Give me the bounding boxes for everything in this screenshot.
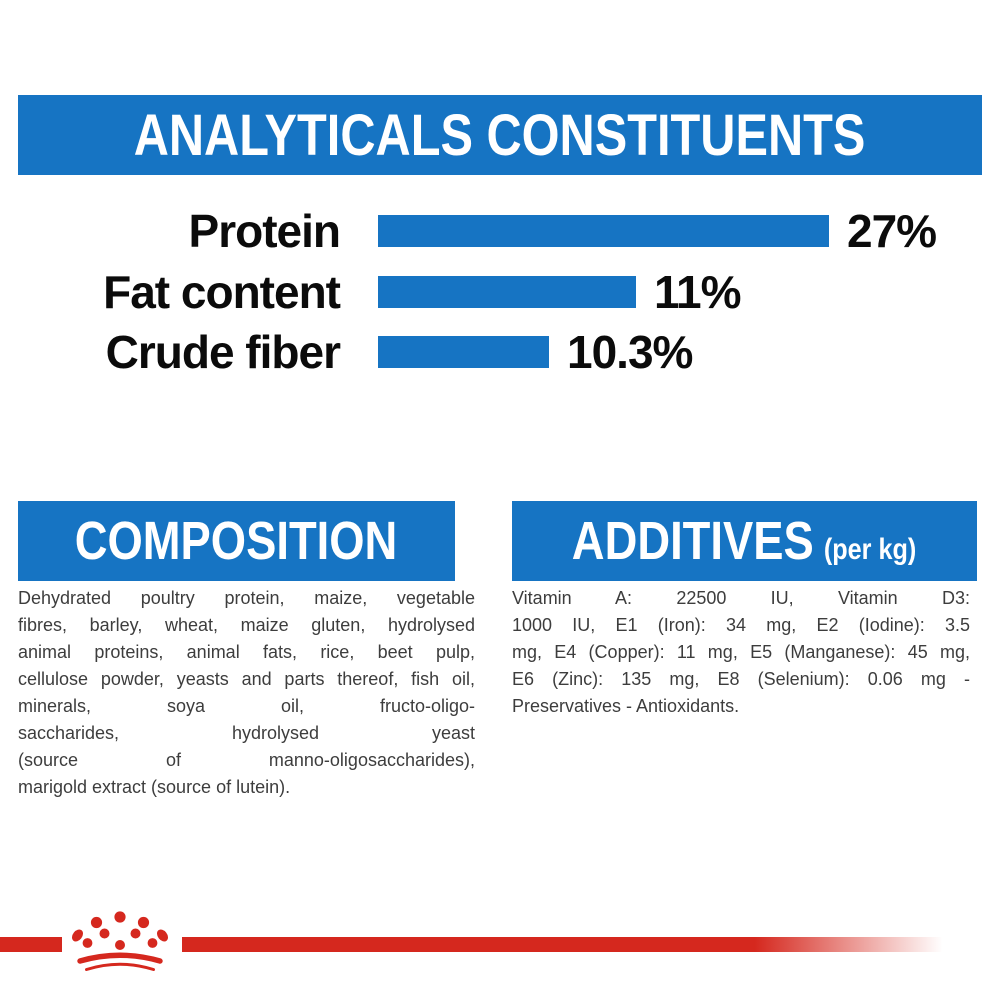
chart-bar xyxy=(378,336,549,368)
additives-text-line: Preservatives - Antioxidants. xyxy=(512,696,740,716)
royal-canin-crown-icon xyxy=(72,911,168,971)
composition-header: COMPOSITION xyxy=(18,501,455,581)
chart-bar xyxy=(378,276,636,308)
composition-text-line: animal proteins, animal fats, rice, beet… xyxy=(18,642,475,662)
composition-text-line: cellulose powder, yeasts and parts there… xyxy=(18,669,475,689)
additives-text-line: 1000 IU, E1 (Iron): 34 mg, E2 (Iodine): … xyxy=(512,615,970,635)
chart-category-label: Fat content xyxy=(103,266,341,318)
composition-text-line: marigold extract (source of lutein). xyxy=(18,777,291,797)
additives-text-line: Vitamin A: 22500 IU, Vitamin D3: xyxy=(512,588,970,608)
footer-red-band-right xyxy=(182,937,1000,952)
chart-value-label: 27% xyxy=(847,205,937,257)
composition-text: Dehydrated poultry protein, maize, veget… xyxy=(18,585,475,801)
additives-title-suffix: (per kg) xyxy=(824,533,917,566)
analyticals-constituents-title: ANALYTICALS CONSTITUENTS xyxy=(134,102,866,168)
chart-bar xyxy=(378,215,829,247)
analyticals-constituents-header: ANALYTICALS CONSTITUENTS xyxy=(18,95,982,175)
composition-text-line: (source of manno-oligosaccharides), xyxy=(18,750,475,770)
additives-title: ADDITIVES xyxy=(572,511,815,571)
additives-text-line: E6 (Zinc): 135 mg, E8 (Selenium): 0.06 m… xyxy=(512,669,970,689)
chart-row: Crude fiber 10.3% xyxy=(0,329,1000,375)
composition-text-line: Dehydrated poultry protein, maize, veget… xyxy=(18,588,475,608)
chart-value-label: 11% xyxy=(654,266,742,318)
composition-text-line: minerals, soya oil, fructo-oligo- xyxy=(18,696,475,716)
additives-header: ADDITIVES (per kg) xyxy=(512,501,977,581)
chart-row: Fat content 11% xyxy=(0,269,1000,315)
chart-category-label: Crude fiber xyxy=(105,326,341,378)
composition-text-line: fibres, barley, wheat, maize gluten, hyd… xyxy=(18,615,475,635)
chart-row: Protein 27% xyxy=(0,208,1000,254)
additives-text-line: mg, E4 (Copper): 11 mg, E5 (Manganese): … xyxy=(512,642,970,662)
footer-red-band-left xyxy=(0,937,62,952)
composition-text-line: saccharides, hydrolysed yeast xyxy=(18,723,475,743)
chart-category-label: Protein xyxy=(188,205,341,257)
analytical-constituents-chart: Protein 27% Fat content 11% Crude fiber 10.3% xyxy=(0,0,1000,400)
composition-title: COMPOSITION xyxy=(75,511,398,571)
chart-value-label: 10.3% xyxy=(567,326,693,378)
additives-text: Vitamin A: 22500 IU, Vitamin D3: 1000 IU,… xyxy=(512,585,970,720)
additives-title-group: ADDITIVES (per kg) xyxy=(572,510,916,572)
